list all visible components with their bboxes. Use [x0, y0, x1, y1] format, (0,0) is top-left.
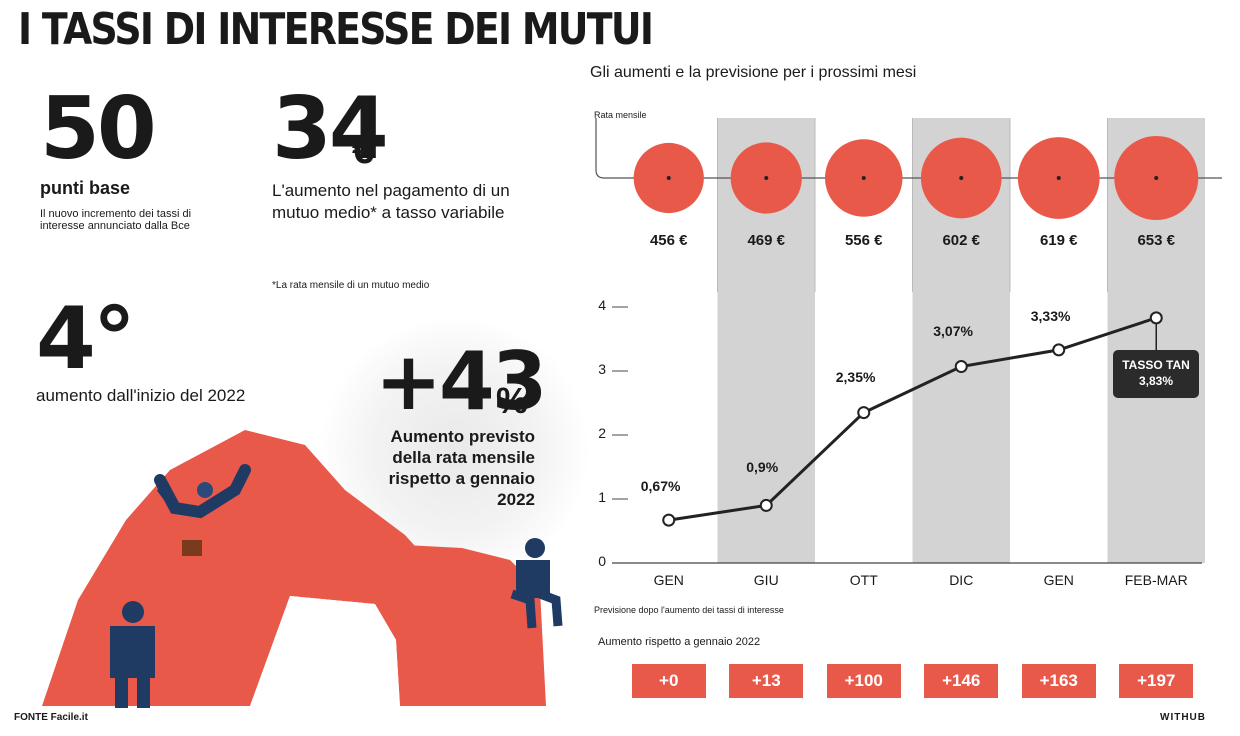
- data-point: [857, 406, 871, 420]
- tan-callout: TASSO TAN 3,83%: [1113, 350, 1199, 398]
- y-tick-label: 3: [598, 361, 606, 377]
- payment-label: 469 €: [747, 232, 786, 249]
- falling-man-icon: [154, 464, 251, 556]
- sitting-man-icon: [510, 538, 563, 629]
- illustration: [42, 430, 563, 708]
- bubble-center-dot: [959, 176, 964, 180]
- stat-43-value: +43: [375, 335, 547, 428]
- stat-43-unit: %: [496, 380, 529, 421]
- stat-34-value: 34: [272, 79, 389, 179]
- increase-label: Aumento rispetto a gennaio 2022: [598, 636, 761, 648]
- data-label: 3,33%: [1030, 307, 1071, 324]
- data-point: [954, 360, 968, 374]
- stat-34-footnote: *La rata mensile di un mutuo medio: [272, 280, 430, 291]
- bubble-center-dot: [764, 176, 769, 180]
- data-point: [1149, 311, 1163, 325]
- increase-badge: +0: [631, 664, 706, 698]
- x-tick-label: GIU: [753, 572, 779, 588]
- tan-callout-label: TASSO TAN: [1122, 358, 1190, 372]
- stat-50-value: 50: [40, 79, 157, 179]
- stat-50-label: punti base: [40, 178, 131, 198]
- bubble-center-dot: [1154, 176, 1159, 180]
- stat-34-unit: €: [352, 128, 375, 172]
- increase-badge: +197: [1119, 664, 1194, 698]
- worried-man-icon: [110, 601, 155, 708]
- tan-callout-value: 3,83%: [1138, 374, 1174, 388]
- y-tick-label: 1: [598, 489, 606, 505]
- x-tick-label: FEB-MAR: [1124, 572, 1188, 588]
- increase-badge: +100: [826, 664, 901, 698]
- crack-shape: [396, 545, 546, 706]
- page-title: I TASSI DI INTERESSE DEI MUTUI: [18, 4, 654, 55]
- data-label: 2,35%: [835, 368, 876, 385]
- payment-label: 556 €: [844, 232, 883, 249]
- stat-50-description: Il nuovo incremento dei tassi di interes…: [40, 208, 192, 232]
- arrow-gap: [250, 596, 400, 706]
- payment-label: 602 €: [942, 232, 981, 249]
- x-tick-label: GEN: [1043, 572, 1074, 588]
- rate-line: [668, 316, 1157, 522]
- y-tick-label: 2: [598, 425, 606, 441]
- stat-34-label: L'aumento nel pagamento di un mutuo medi…: [272, 181, 510, 222]
- y-tick-label: 0: [598, 553, 606, 569]
- chart-title: Gli aumenti e la previsione per i prossi…: [590, 64, 917, 81]
- y-tick-label: 4: [598, 297, 606, 313]
- x-tick-label: OTT: [849, 572, 878, 588]
- monthly-payment-label: Rata mensile: [594, 110, 647, 120]
- data-label: 0,9%: [746, 459, 779, 476]
- data-point: [1052, 343, 1066, 357]
- data-point: [662, 513, 676, 527]
- data-label: 3,07%: [933, 322, 973, 339]
- stat-4-label: aumento dall'inizio del 2022: [36, 386, 246, 405]
- stat-43-label: Aumento previsto della rata mensile risp…: [388, 427, 535, 509]
- bubble-center-dot: [666, 176, 671, 180]
- brand-logo: WITHUB: [1160, 712, 1206, 723]
- source-note: FONTE Facile.it: [14, 712, 88, 723]
- increase-badge: +163: [1021, 664, 1096, 698]
- bubble-baseline: [595, 118, 1222, 179]
- stat-4-value: 4°: [36, 289, 136, 389]
- x-tick-label: GEN: [653, 572, 684, 588]
- payment-label: 619 €: [1039, 232, 1078, 249]
- increase-badge: +146: [924, 664, 999, 698]
- increase-badge: +13: [729, 664, 804, 698]
- bubble-center-dot: [1056, 176, 1061, 180]
- bubble-center-dot: [861, 176, 866, 180]
- payment-label: 653 €: [1137, 232, 1176, 249]
- data-label: 0,67%: [640, 478, 681, 495]
- payment-label: 456 €: [649, 232, 688, 249]
- forecast-label: Previsione dopo l'aumento dei tassi di i…: [594, 605, 784, 615]
- data-point: [759, 498, 773, 512]
- x-tick-label: DIC: [949, 572, 974, 588]
